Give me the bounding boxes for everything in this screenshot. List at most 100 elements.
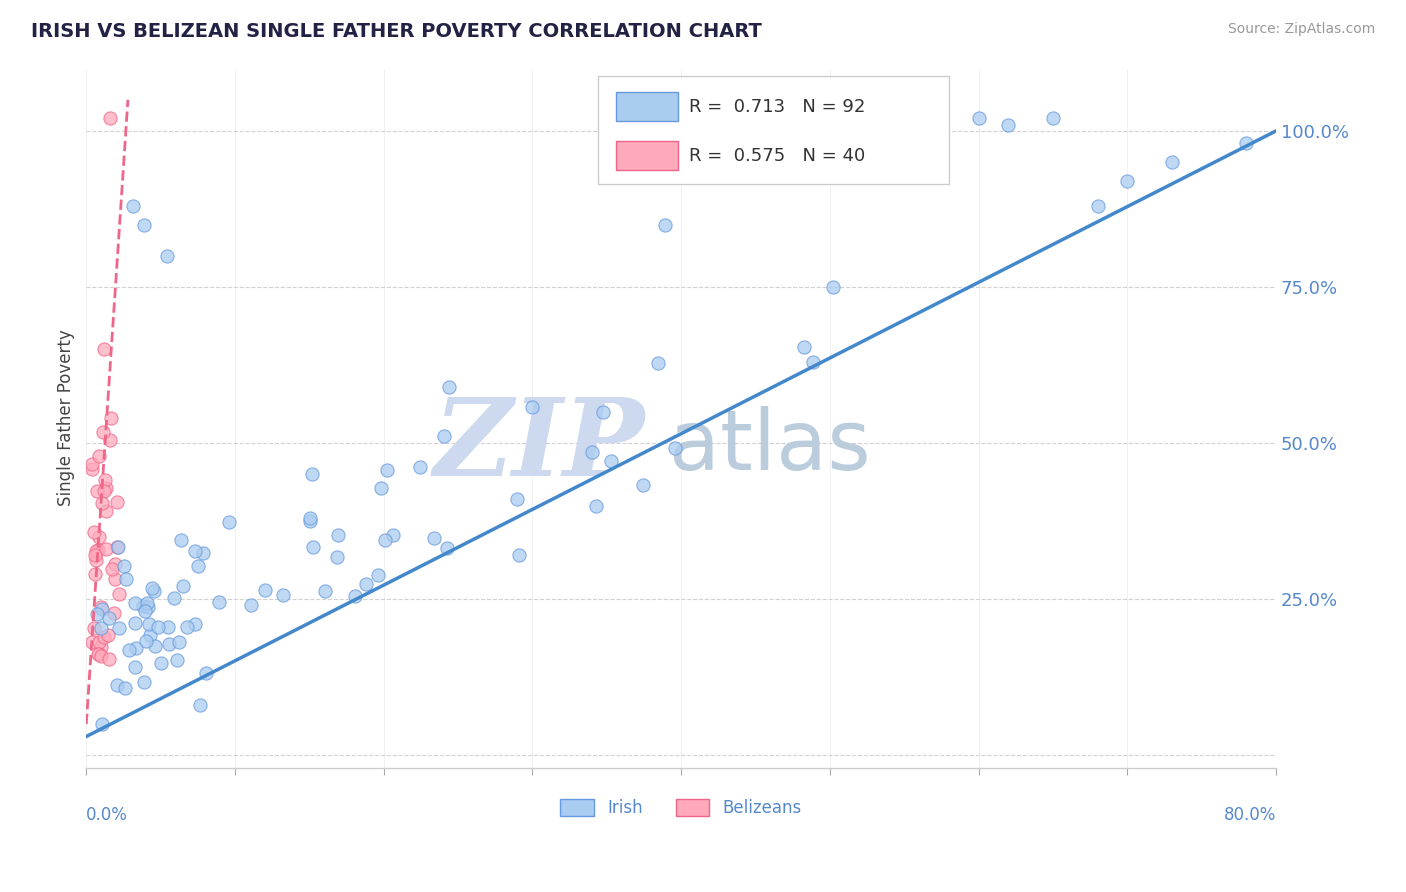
Point bbox=[1087, 199, 1109, 213]
Point bbox=[664, 441, 686, 455]
Point bbox=[105, 677, 128, 691]
Point bbox=[163, 591, 186, 606]
Point bbox=[98, 112, 121, 126]
Point bbox=[83, 549, 105, 563]
Point bbox=[82, 634, 104, 648]
Point bbox=[105, 495, 128, 509]
Point bbox=[801, 355, 824, 369]
Point bbox=[93, 483, 115, 498]
Point bbox=[83, 622, 105, 636]
Point bbox=[793, 340, 815, 354]
Point bbox=[94, 473, 117, 487]
Point bbox=[146, 620, 169, 634]
Point bbox=[585, 499, 607, 513]
Point bbox=[253, 582, 276, 597]
Point bbox=[97, 651, 120, 665]
Point bbox=[93, 630, 115, 644]
Point bbox=[108, 587, 131, 601]
Point bbox=[1116, 174, 1139, 188]
Point bbox=[508, 548, 530, 562]
Point bbox=[124, 596, 146, 610]
Point bbox=[90, 622, 112, 636]
Point bbox=[104, 557, 127, 571]
Point bbox=[381, 528, 404, 542]
Point bbox=[103, 606, 125, 620]
Point bbox=[505, 492, 527, 507]
Point bbox=[433, 429, 456, 443]
Point bbox=[134, 674, 156, 689]
Point bbox=[370, 481, 392, 495]
Point bbox=[97, 628, 120, 642]
Point bbox=[107, 541, 129, 555]
Point bbox=[314, 584, 336, 599]
Point bbox=[90, 648, 112, 663]
Point bbox=[87, 635, 110, 649]
Point bbox=[84, 553, 107, 567]
Point bbox=[326, 528, 349, 542]
Point bbox=[83, 524, 105, 539]
Point bbox=[122, 199, 145, 213]
Point bbox=[143, 639, 166, 653]
Point bbox=[100, 411, 122, 425]
Point bbox=[176, 620, 198, 634]
Point bbox=[187, 559, 209, 574]
Point bbox=[1234, 136, 1257, 151]
Point bbox=[112, 559, 135, 574]
Point bbox=[89, 648, 111, 662]
Point bbox=[87, 647, 110, 661]
Point bbox=[91, 717, 114, 731]
Point bbox=[326, 550, 349, 565]
Point bbox=[94, 541, 117, 556]
Text: R =  0.713   N = 92: R = 0.713 N = 92 bbox=[689, 98, 866, 116]
Point bbox=[86, 483, 108, 498]
Point bbox=[101, 562, 124, 576]
Point bbox=[520, 400, 543, 414]
Point bbox=[118, 643, 141, 657]
Point bbox=[138, 617, 160, 632]
Point bbox=[90, 640, 112, 655]
FancyBboxPatch shape bbox=[598, 76, 949, 184]
Point bbox=[114, 681, 136, 695]
Text: ZIP: ZIP bbox=[434, 393, 645, 500]
Point bbox=[208, 594, 231, 608]
Point bbox=[138, 628, 160, 642]
Text: 80.0%: 80.0% bbox=[1223, 806, 1277, 824]
Point bbox=[136, 596, 159, 610]
Point bbox=[967, 112, 990, 126]
Point bbox=[135, 633, 157, 648]
Point bbox=[239, 599, 262, 613]
Point bbox=[90, 602, 112, 616]
Point bbox=[131, 599, 153, 614]
Point bbox=[125, 640, 148, 655]
Text: IRISH VS BELIZEAN SINGLE FATHER POVERTY CORRELATION CHART: IRISH VS BELIZEAN SINGLE FATHER POVERTY … bbox=[31, 22, 762, 41]
Point bbox=[94, 481, 117, 495]
Point bbox=[97, 611, 120, 625]
Point bbox=[374, 533, 396, 548]
Point bbox=[138, 600, 160, 615]
Point bbox=[301, 467, 323, 482]
Point bbox=[647, 356, 669, 370]
Point bbox=[273, 588, 295, 602]
Point bbox=[631, 478, 654, 492]
Point bbox=[184, 616, 207, 631]
Point bbox=[86, 543, 108, 558]
Point bbox=[124, 660, 146, 674]
Point bbox=[90, 599, 112, 614]
Point bbox=[298, 514, 321, 528]
Point bbox=[87, 543, 110, 558]
Point bbox=[997, 118, 1019, 132]
Point bbox=[188, 698, 211, 712]
Point bbox=[89, 530, 111, 544]
Point bbox=[149, 656, 172, 670]
Point bbox=[600, 454, 623, 468]
Point bbox=[1160, 155, 1182, 169]
Point bbox=[107, 540, 129, 554]
Point bbox=[93, 343, 115, 357]
Point bbox=[654, 218, 676, 232]
Point bbox=[302, 540, 325, 554]
Point bbox=[592, 405, 614, 419]
Point bbox=[375, 463, 398, 477]
Point bbox=[91, 425, 114, 440]
Point bbox=[108, 621, 131, 635]
Point bbox=[89, 449, 111, 463]
